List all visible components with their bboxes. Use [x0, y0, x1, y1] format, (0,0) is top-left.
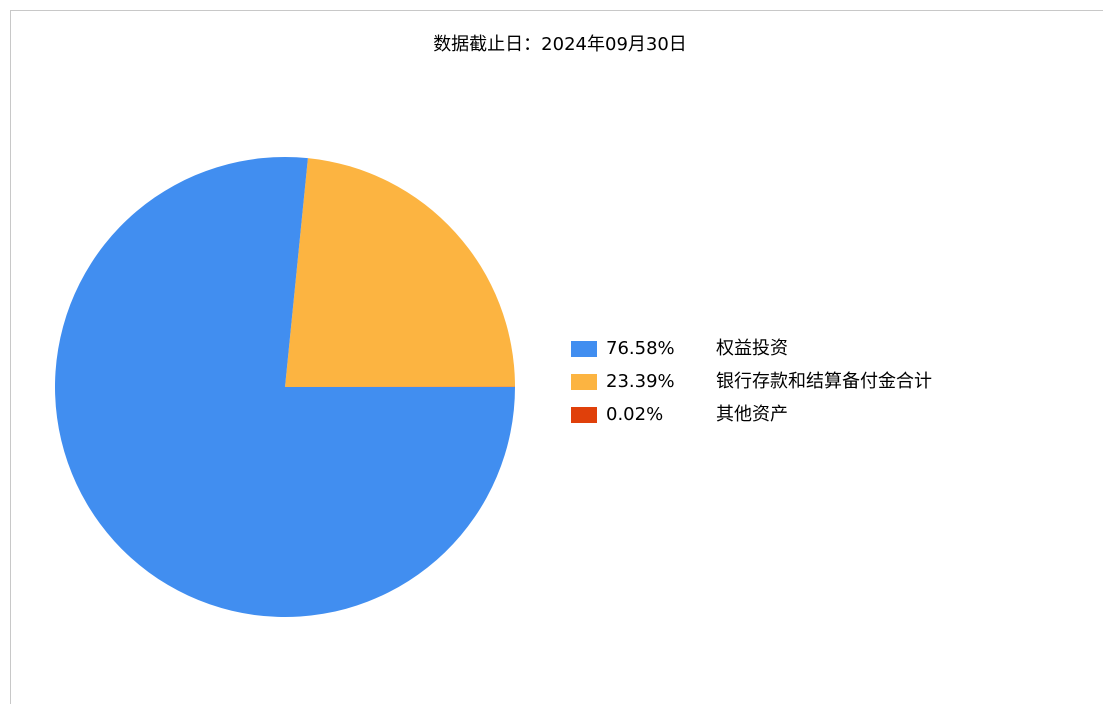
legend-value: 76.58% — [606, 338, 675, 359]
pie-slice — [54, 156, 516, 618]
legend-swatch — [571, 407, 597, 423]
legend-value: 0.02% — [606, 404, 663, 425]
legend-swatch — [571, 374, 597, 390]
pie-slice — [285, 158, 515, 387]
legend-label: 其他资产 — [716, 404, 788, 425]
legend-value: 23.39% — [606, 371, 675, 392]
chart-title: 数据截止日：2024年09月30日 — [433, 34, 687, 55]
legend-swatch — [571, 341, 597, 357]
legend-label: 银行存款和结算备付金合计 — [716, 371, 932, 392]
legend-label: 权益投资 — [716, 338, 788, 359]
